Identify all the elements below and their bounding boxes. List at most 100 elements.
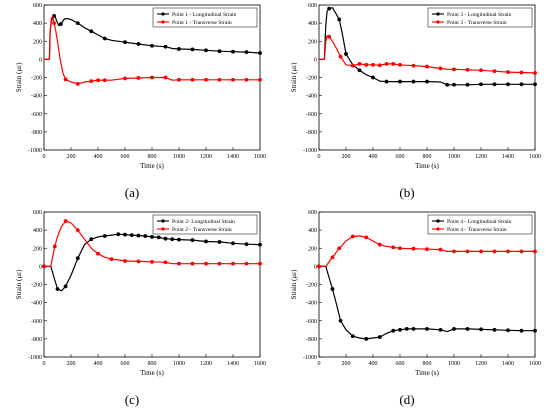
x-tick-label: 800 — [423, 361, 432, 367]
legend-marker-transverse — [436, 227, 440, 231]
data-point-longitudinal — [102, 36, 107, 41]
data-point-longitudinal — [519, 328, 524, 333]
data-point-transverse — [338, 54, 343, 59]
data-point-transverse — [150, 75, 154, 80]
y-tick-label: 600 — [308, 210, 317, 216]
x-tick-label: 1400 — [502, 361, 514, 367]
y-tick-label: -400 — [31, 94, 42, 100]
y-tick-label: -600 — [306, 319, 317, 325]
data-point-longitudinal — [338, 318, 343, 323]
data-point-transverse — [337, 246, 342, 251]
y-tick-label: 200 — [308, 246, 317, 252]
data-point-longitudinal — [102, 234, 107, 238]
legend-label-transverse: Point 3 - Transverse Strain — [447, 20, 507, 26]
x-axis-label: Time (s) — [415, 162, 439, 170]
data-point-longitudinal — [190, 47, 195, 52]
data-point-transverse — [109, 257, 114, 262]
panel-b: -1000 -800 -600 -400 -200 0 200 400 600 0 200 400 60… — [275, 0, 550, 207]
chart-a: -1000 -800 -600 -400 -200 0 200 400 600 0 200 400 60… — [15, 3, 266, 200]
data-point-transverse — [136, 76, 141, 80]
legend-marker-longitudinal — [436, 12, 440, 16]
data-point-transverse — [204, 261, 208, 266]
data-point-transverse — [258, 77, 262, 82]
data-point-transverse — [377, 242, 382, 247]
x-tick-label: 1600 — [254, 154, 266, 160]
series-line-longitudinal — [319, 7, 535, 86]
data-point-longitudinal — [258, 51, 262, 55]
data-point-transverse — [52, 21, 57, 26]
data-point-transverse — [327, 34, 332, 39]
y-tick-label: -600 — [31, 319, 42, 325]
data-point-transverse — [317, 264, 321, 269]
x-tick-label: 400 — [94, 361, 103, 367]
data-point-longitudinal — [452, 326, 456, 331]
x-tick-label: 1400 — [227, 154, 239, 160]
data-point-transverse — [391, 61, 396, 66]
x-tick-label: 400 — [369, 361, 378, 367]
x-axis-label: Time (s) — [140, 369, 164, 377]
data-point-transverse — [123, 76, 127, 81]
y-tick-label: -1000 — [28, 355, 42, 361]
y-tick-label: -800 — [31, 337, 42, 343]
data-point-longitudinal — [327, 6, 332, 11]
x-tick-label: 600 — [396, 361, 405, 367]
data-point-longitudinal — [150, 43, 154, 48]
x-tick-label: 1000 — [173, 361, 185, 367]
data-point-transverse — [411, 246, 416, 251]
data-point-longitudinal — [75, 21, 80, 26]
data-point-longitudinal — [217, 49, 222, 54]
legend-marker-transverse — [161, 227, 165, 231]
data-point-transverse — [533, 71, 537, 75]
data-point-transverse — [377, 63, 382, 68]
data-point-longitudinal — [506, 82, 510, 87]
data-point-transverse — [102, 78, 107, 83]
data-point-longitudinal — [404, 326, 409, 331]
x-axis-label: Time (s) — [140, 162, 164, 170]
data-point-transverse — [231, 261, 235, 266]
y-tick-label: 200 — [33, 246, 42, 252]
data-point-transverse — [150, 259, 154, 264]
y-tick-label: 600 — [33, 3, 42, 9]
data-point-longitudinal — [123, 40, 127, 45]
x-tick-label: 200 — [67, 154, 76, 160]
data-point-longitudinal — [143, 234, 148, 238]
data-point-transverse — [506, 249, 510, 254]
y-tick-label: -200 — [31, 283, 42, 289]
data-point-transverse — [519, 249, 524, 254]
y-axis-label: Strain (με) — [15, 62, 23, 92]
data-point-transverse — [163, 75, 168, 80]
data-point-longitudinal — [129, 233, 134, 238]
data-point-longitudinal — [89, 29, 94, 34]
panel-label: (b) — [399, 185, 414, 200]
data-point-longitudinal — [371, 75, 375, 80]
data-point-longitudinal — [231, 241, 235, 246]
data-point-transverse — [438, 66, 443, 71]
legend — [427, 7, 533, 28]
data-point-transverse — [89, 79, 94, 84]
legend-label-longitudinal: Point 4 - Longitudinal Strain — [447, 219, 512, 225]
data-point-transverse — [479, 68, 483, 73]
data-point-transverse — [190, 77, 195, 82]
legend — [152, 214, 258, 235]
legend-label-transverse: Point 2 - Transverse Strain — [172, 227, 232, 233]
x-tick-label: 1400 — [502, 154, 514, 160]
data-point-transverse — [244, 261, 249, 266]
data-point-transverse — [398, 62, 402, 67]
chart-b: -1000 -800 -600 -400 -200 0 200 400 600 0 200 400 60… — [290, 3, 541, 200]
data-point-transverse — [217, 77, 222, 82]
data-point-longitudinal — [244, 50, 249, 55]
y-tick-label: -200 — [306, 76, 317, 82]
y-tick-label: -800 — [306, 130, 317, 136]
data-point-transverse — [217, 261, 222, 266]
data-point-longitudinal — [136, 233, 141, 238]
y-tick-label: 400 — [308, 228, 317, 234]
x-tick-label: 1600 — [254, 361, 266, 367]
data-point-transverse — [75, 81, 80, 86]
data-point-transverse — [204, 77, 208, 82]
x-tick-label: 1200 — [475, 361, 487, 367]
x-tick-label: 600 — [121, 154, 130, 160]
y-tick-label: -800 — [31, 130, 42, 136]
y-tick-label: 600 — [308, 3, 317, 9]
data-point-longitudinal — [411, 326, 416, 331]
data-point-transverse — [452, 67, 456, 72]
